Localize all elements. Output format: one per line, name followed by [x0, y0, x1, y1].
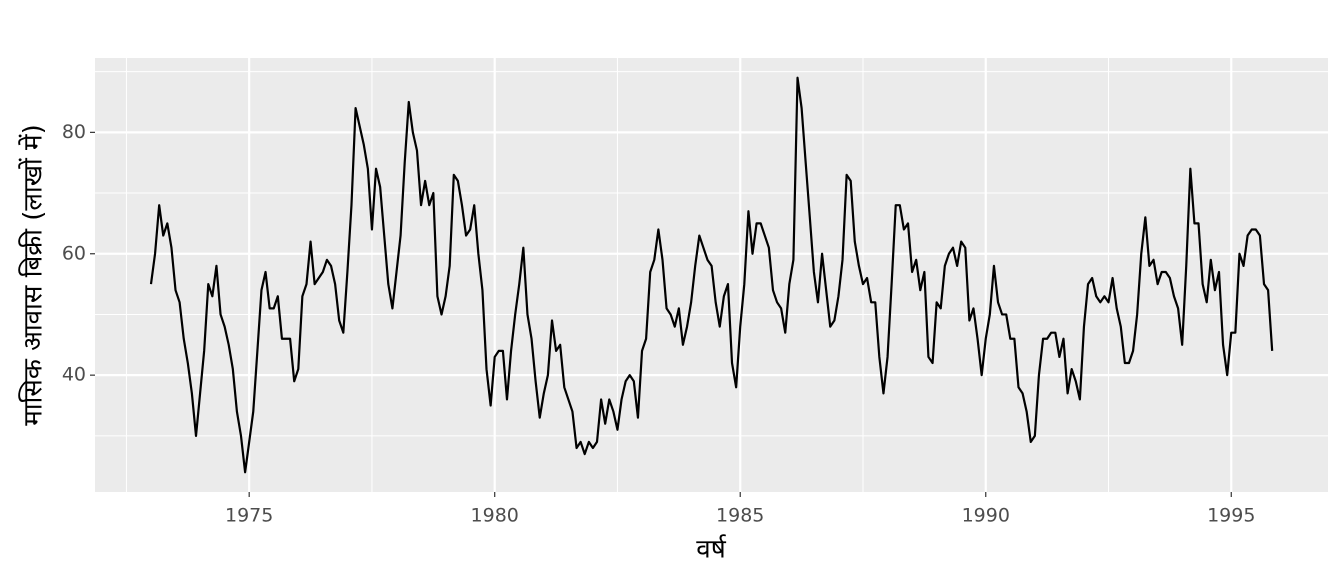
- line: [149, 76, 1274, 474]
- x-tick-label: 1985: [716, 505, 764, 527]
- panel: [95, 58, 1328, 492]
- x-axis-title: वर्ष: [696, 534, 726, 565]
- x-tick-label: 1975: [225, 505, 273, 527]
- y-tick-label: 80: [62, 121, 86, 143]
- y-tick-label: 60: [62, 242, 86, 264]
- x-tick-label: 1995: [1207, 505, 1255, 527]
- y-tick-label: 40: [62, 364, 86, 386]
- x-tick-label: 1980: [471, 505, 519, 527]
- x-tick-label: 1990: [962, 505, 1010, 527]
- y-axis-title: मासिक आवास बिक्री (लाखों में): [18, 124, 49, 425]
